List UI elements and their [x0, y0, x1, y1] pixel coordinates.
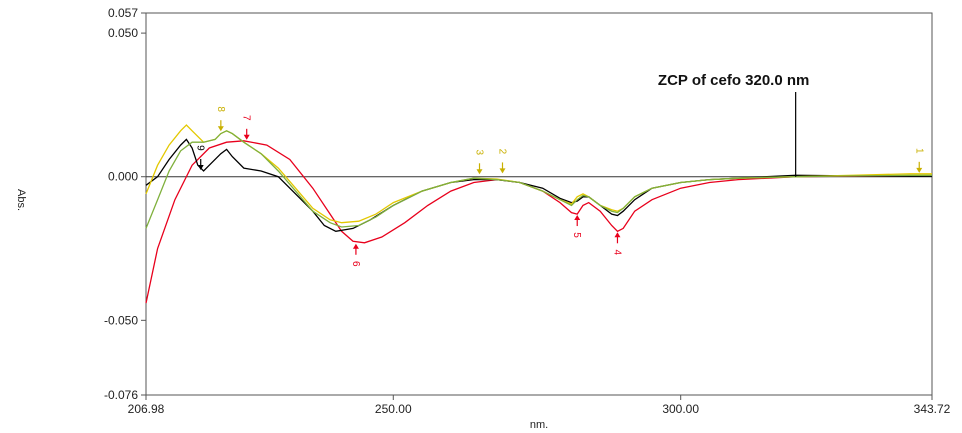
y-axis-title: Abs.: [15, 189, 27, 211]
peak-arrow-head: [352, 243, 359, 249]
peak-label: 1: [913, 148, 924, 154]
x-tick-label: 250.00: [375, 402, 412, 416]
x-tick-label: 206.98: [128, 402, 165, 416]
series-line-4: [145, 130, 932, 229]
y-tick-label: 0.057: [108, 6, 138, 20]
y-tick-label: -0.076: [104, 388, 138, 402]
peak-label: 9: [195, 145, 206, 151]
peak-label: 4: [611, 250, 622, 256]
peak-label: 6: [350, 261, 361, 267]
peak-label: 3: [474, 149, 485, 155]
peak-markers: 1 2 3 4 5 6 7 8 9: [195, 106, 925, 267]
peak-label: 2: [496, 149, 507, 155]
y-tick-label: 0.000: [108, 170, 138, 184]
peak-arrow-head: [217, 126, 224, 132]
peak-label: 7: [241, 115, 252, 121]
peak-arrow-head: [476, 169, 483, 175]
series-group: [145, 124, 932, 304]
axis-ticks: 206.98 250.00 300.00 343.72 0.057 0.050 0.000 -…: [104, 6, 951, 416]
zcp-annotation-label: ZCP of cefo 320.0 nm: [658, 72, 809, 89]
x-axis-title: nm.: [530, 419, 548, 431]
peak-label: 5: [571, 232, 582, 238]
peak-arrow-head: [614, 232, 621, 238]
peak-arrow-head: [499, 168, 506, 174]
plot-area: [145, 12, 933, 396]
peak-arrow-head: [574, 215, 581, 221]
y-tick-label: 0.050: [108, 26, 138, 40]
peak-arrow-head: [243, 134, 250, 140]
peak-arrow-head: [916, 167, 923, 173]
peak-arrow-head: [197, 164, 204, 170]
y-tick-label: -0.050: [104, 313, 138, 327]
x-tick-label: 300.00: [662, 402, 699, 416]
x-tick-label: 343.72: [914, 402, 951, 416]
peak-label: 8: [215, 106, 226, 112]
